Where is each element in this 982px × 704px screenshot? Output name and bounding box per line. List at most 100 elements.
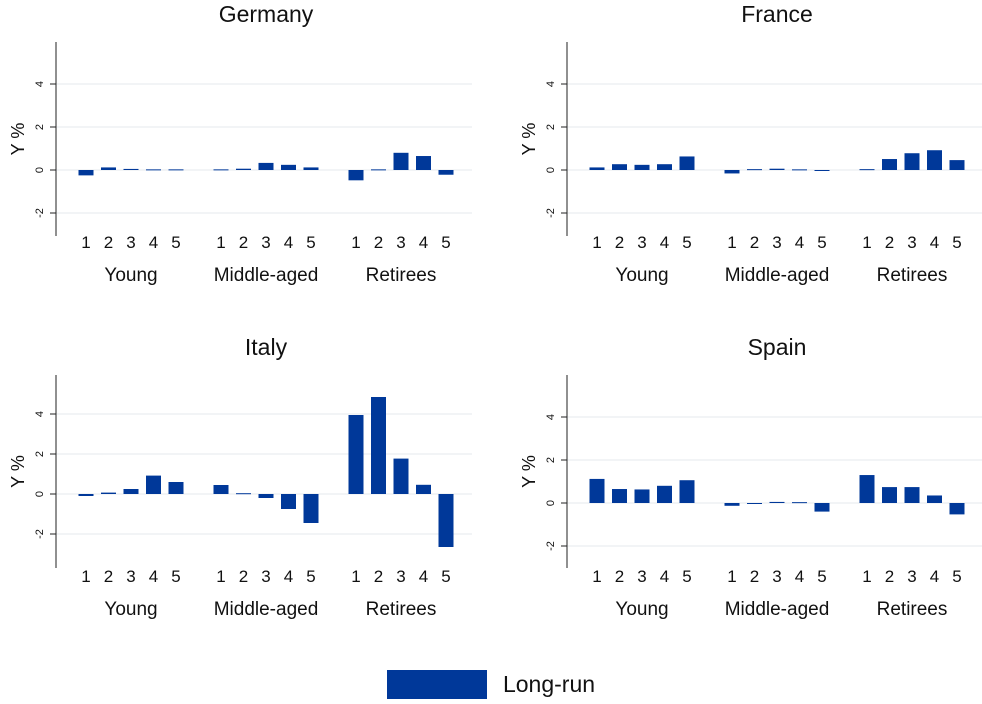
x-tick-label: 3 [637,567,646,586]
panel-title: Germany [219,1,314,27]
y-axis-label: Y % [8,123,28,156]
x-tick-label: 3 [637,233,646,252]
bar-retirees-5 [438,494,454,547]
x-tick-label: 5 [171,233,180,252]
bar-retirees-1 [348,170,364,181]
x-tick-label: 1 [592,567,601,586]
x-tick-label: 3 [907,233,916,252]
group-label: Retirees [366,265,437,286]
bar-young-3 [123,489,139,494]
bar-young-3 [123,168,139,170]
bar-retirees-2 [882,487,897,503]
bar-retirees-4 [416,156,431,170]
x-tick-label: 1 [592,233,601,252]
x-tick-label: 4 [284,233,293,252]
x-tick-label: 4 [660,233,669,252]
x-tick-label: 4 [930,567,939,586]
x-tick-label: 3 [126,567,135,586]
bar-young-1 [589,167,605,170]
bar-young-1 [78,494,94,496]
x-tick-label: 3 [261,567,270,586]
y-tick-label: 2 [545,457,557,463]
group-label: Young [104,265,157,286]
bar-young-3 [634,164,650,170]
x-tick-label: 5 [171,567,180,586]
legend: Long-run [0,670,982,699]
x-tick-label: 1 [727,567,736,586]
group-label: Young [615,265,668,286]
bar-retirees-3 [904,153,920,170]
bar-young-2 [101,492,116,494]
bar-middle-aged-4 [792,502,807,504]
group-label: Middle-aged [214,599,319,620]
bar-middle-aged-4 [792,169,807,171]
x-tick-label: 2 [104,233,113,252]
panel-title: Italy [245,334,288,360]
x-tick-label: 3 [126,233,135,252]
bar-retirees-5 [949,160,965,170]
x-tick-label: 2 [104,567,113,586]
bar-middle-aged-4 [281,164,296,170]
x-tick-label: 5 [952,233,961,252]
bar-young-2 [612,489,627,503]
x-tick-label: 1 [862,233,871,252]
x-tick-label: 1 [862,567,871,586]
x-tick-label: 5 [306,567,315,586]
bar-young-4 [657,485,672,503]
bar-retirees-4 [927,495,942,503]
bar-young-2 [101,167,116,170]
x-tick-label: 4 [149,233,158,252]
bar-retirees-1 [859,169,875,171]
x-tick-label: 1 [81,567,90,586]
x-tick-label: 4 [930,233,939,252]
y-tick-label: 0 [545,167,557,173]
bar-young-5 [168,169,184,171]
y-tick-label: 4 [545,414,557,420]
x-tick-label: 2 [750,233,759,252]
panel-title: Spain [748,334,807,360]
x-tick-label: 3 [907,567,916,586]
x-tick-label: 5 [817,567,826,586]
bar-young-5 [168,482,184,494]
x-tick-label: 5 [817,233,826,252]
bar-retirees-1 [348,415,364,494]
bar-young-5 [679,480,695,503]
group-label: Middle-aged [214,265,319,286]
x-tick-label: 2 [239,567,248,586]
x-tick-label: 5 [952,567,961,586]
x-tick-label: 2 [239,233,248,252]
bar-retirees-5 [438,170,454,175]
bar-middle-aged-2 [747,169,762,171]
bar-middle-aged-5 [814,503,830,512]
x-tick-label: 3 [261,233,270,252]
bar-middle-aged-1 [213,485,229,494]
y-tick-label: 4 [34,81,46,87]
x-tick-label: 1 [216,233,225,252]
x-tick-label: 1 [216,567,225,586]
x-tick-label: 5 [682,233,691,252]
x-tick-label: 3 [396,233,405,252]
bar-young-4 [146,169,161,171]
y-tick-label: -2 [545,541,557,551]
bar-middle-aged-5 [814,170,830,171]
bar-middle-aged-3 [258,162,274,170]
group-label: Retirees [366,599,437,620]
x-tick-label: 1 [727,233,736,252]
legend-swatch-long-run [386,670,487,699]
bar-middle-aged-1 [213,169,229,171]
y-tick-label: -2 [545,208,557,218]
y-tick-label: 4 [545,81,557,87]
bar-young-2 [612,164,627,170]
x-tick-label: 2 [750,567,759,586]
bar-retirees-4 [416,484,431,494]
bar-middle-aged-3 [769,168,785,170]
x-tick-label: 2 [374,567,383,586]
x-tick-label: 3 [772,233,781,252]
x-tick-label: 4 [419,567,428,586]
bar-retirees-2 [371,397,386,494]
group-label: Retirees [877,265,948,286]
